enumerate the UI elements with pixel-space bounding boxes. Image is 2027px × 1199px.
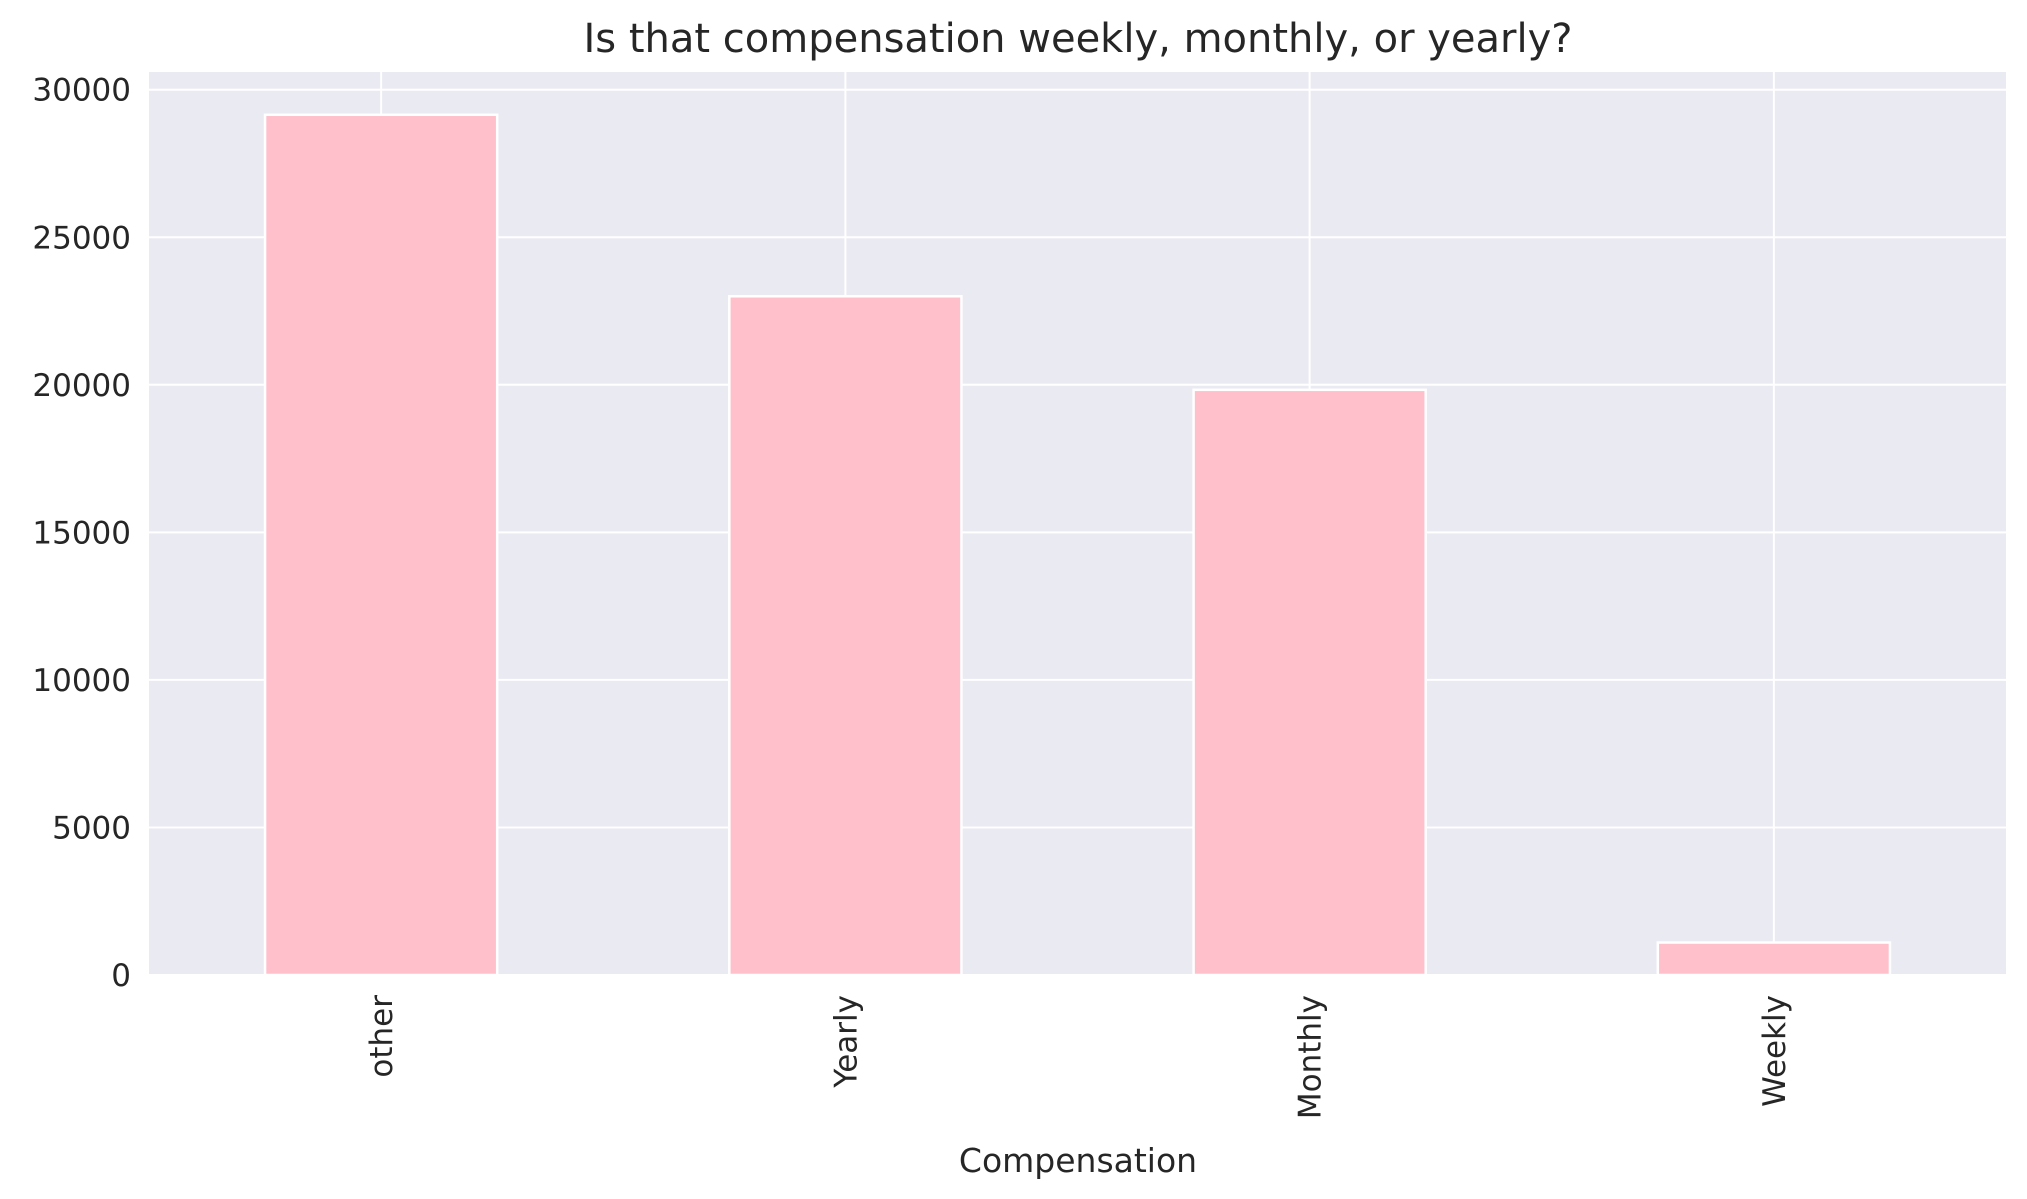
- bars: [263, 113, 1892, 977]
- y-tick-label: 30000: [32, 73, 131, 109]
- bar-other: [263, 113, 499, 977]
- bar-monthly: [1192, 388, 1427, 977]
- y-tick-label: 10000: [32, 663, 131, 699]
- y-tick-label: 15000: [32, 515, 131, 551]
- y-tick-label: 5000: [52, 810, 131, 846]
- x-tick-label: other: [364, 995, 400, 1078]
- bar-weekly: [1656, 941, 1892, 977]
- x-tick-label: Monthly: [1293, 995, 1329, 1119]
- y-tick-label: 20000: [32, 368, 131, 404]
- x-tick-label: Weekly: [1757, 995, 1793, 1107]
- y-tick-label: 25000: [32, 220, 131, 256]
- chart-title: Is that compensation weekly, monthly, or…: [583, 16, 1572, 62]
- y-tick-label: 0: [111, 958, 131, 994]
- x-axis-label: Compensation: [959, 1141, 1197, 1180]
- bar-yearly: [728, 295, 963, 977]
- y-axis-ticks: 0 5000 10000 15000 20000 25000 30000: [32, 73, 131, 994]
- x-axis-ticks: other Yearly Monthly Weekly: [364, 995, 1793, 1119]
- x-tick-label: Yearly: [828, 995, 864, 1089]
